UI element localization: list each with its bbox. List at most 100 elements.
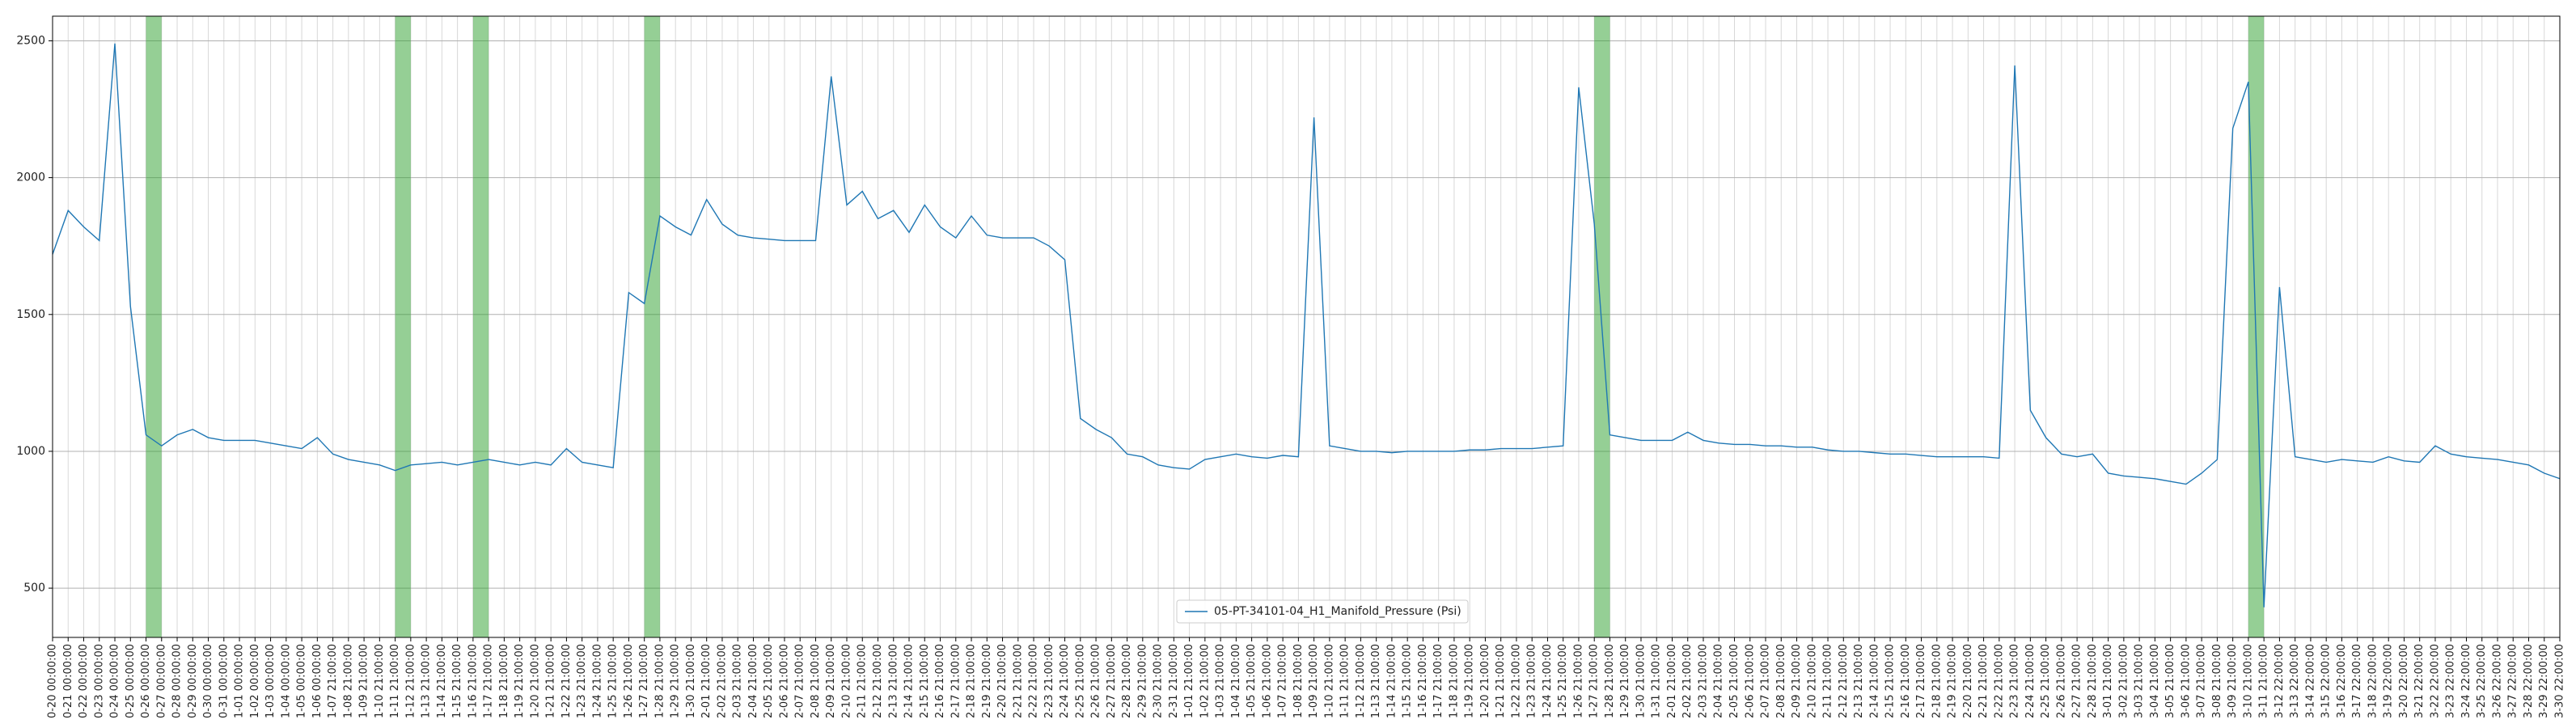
x-tick-label: 1-22 21:00:00 xyxy=(1510,644,1522,718)
x-tick-label: 1-30 21:00:00 xyxy=(685,644,697,718)
x-tick-label: 2-09 21:00:00 xyxy=(1791,644,1803,718)
x-tick-label: 3-11 21:00:00 xyxy=(2258,644,2270,718)
x-tick-label: 1-12 21:00:00 xyxy=(404,644,417,718)
x-tick-label: 0-28 00:00:00 xyxy=(171,644,184,718)
legend-box xyxy=(1176,599,1469,624)
x-tick-label: 1-03 21:00:00 xyxy=(1215,644,1227,718)
x-tick-label: 1-01 00:00:00 xyxy=(234,644,246,718)
x-tick-label: 2-31 21:00:00 xyxy=(1168,644,1180,718)
x-tick-label: 1-02 21:00:00 xyxy=(1199,644,1211,718)
x-tick-label: 1-21 21:00:00 xyxy=(545,644,557,718)
x-tick-label: 1-28 21:00:00 xyxy=(1604,644,1616,718)
x-tick-label: 1-29 21:00:00 xyxy=(1619,644,1631,718)
x-tick-label: 2-10 21:00:00 xyxy=(840,644,852,718)
x-tick-label: 1-16 21:00:00 xyxy=(1417,644,1429,718)
x-tick-label: 1-14 21:00:00 xyxy=(1385,644,1398,718)
x-tick-label: 3-04 21:00:00 xyxy=(2149,644,2161,718)
x-tick-label: 2-08 21:00:00 xyxy=(1775,644,1787,718)
x-tick-label: 2-26 21:00:00 xyxy=(2055,644,2067,718)
x-tick-label: 3-29 22:00:00 xyxy=(2538,644,2550,718)
highlight-span xyxy=(472,16,489,637)
x-tick-label: 2-12 21:00:00 xyxy=(872,644,884,718)
x-tick-label: 1-07 21:00:00 xyxy=(327,644,339,718)
x-tick-label: 1-23 21:00:00 xyxy=(1526,644,1538,718)
y-tick-label: 500 xyxy=(23,582,45,595)
x-tick-label: 2-23 21:00:00 xyxy=(1043,644,1055,718)
x-tick-label: 3-23 22:00:00 xyxy=(2445,644,2457,718)
x-tick-label: 2-13 21:00:00 xyxy=(1853,644,1865,718)
x-tick-label: 3-12 22:00:00 xyxy=(2274,644,2286,718)
x-tick-label: 2-24 21:00:00 xyxy=(2024,644,2037,718)
x-tick-label: 2-06 21:00:00 xyxy=(1744,644,1756,718)
x-tick-label: 2-06 21:00:00 xyxy=(778,644,790,718)
highlight-span xyxy=(146,16,162,637)
x-tick-label: 3-03 21:00:00 xyxy=(2134,644,2146,718)
x-tick-label: 1-21 21:00:00 xyxy=(1495,644,1507,718)
x-tick-label: 3-19 22:00:00 xyxy=(2383,644,2395,718)
x-tick-label: 2-01 21:00:00 xyxy=(700,644,713,718)
legend: 05-PT-34101-04_H1_Manifold_Pressure (Psi… xyxy=(1176,599,1469,624)
x-tick-label: 3-25 22:00:00 xyxy=(2476,644,2488,718)
x-tick-label: 3-10 21:00:00 xyxy=(2242,644,2254,718)
x-tick-label: 1-05 21:00:00 xyxy=(1246,644,1258,718)
x-tick-label: 3-26 22:00:00 xyxy=(2491,644,2503,718)
x-tick-label: 2-25 21:00:00 xyxy=(2040,644,2052,718)
x-tick-label: 0-22 00:00:00 xyxy=(78,644,90,718)
x-tick-label: 2-17 21:00:00 xyxy=(950,644,962,718)
x-tick-label: 1-20 21:00:00 xyxy=(1479,644,1491,718)
x-tick-label: 1-10 21:00:00 xyxy=(374,644,386,718)
x-tick-label: 2-07 21:00:00 xyxy=(1760,644,1772,718)
x-tick-label: 3-06 21:00:00 xyxy=(2180,644,2192,718)
x-tick-label: 1-25 21:00:00 xyxy=(1557,644,1569,718)
x-tick-label: 2-12 21:00:00 xyxy=(1838,644,1850,718)
x-tick-label: 2-11 21:00:00 xyxy=(1822,644,1834,718)
x-tick-label: 3-02 21:00:00 xyxy=(2117,644,2130,718)
x-tick-label: 1-24 21:00:00 xyxy=(1542,644,1554,718)
x-tick-label: 1-05 00:00:00 xyxy=(296,644,308,718)
x-tick-label: 1-11 21:00:00 xyxy=(389,644,401,718)
x-tick-label: 2-02 21:00:00 xyxy=(716,644,728,718)
x-tick-label: 3-21 22:00:00 xyxy=(2413,644,2426,718)
x-tick-label: 1-27 21:00:00 xyxy=(1588,644,1601,718)
x-tick-label: 3-05 21:00:00 xyxy=(2164,644,2176,718)
x-tick-label: 2-11 21:00:00 xyxy=(857,644,869,718)
x-tick-label: 0-24 00:00:00 xyxy=(109,644,121,718)
x-tick-label: 2-17 21:00:00 xyxy=(1915,644,1927,718)
x-tick-label: 1-08 21:00:00 xyxy=(1292,644,1305,718)
x-tick-label: 1-17 21:00:00 xyxy=(483,644,495,718)
x-tick-label: 2-20 21:00:00 xyxy=(996,644,1009,718)
x-tick-label: 1-01 21:00:00 xyxy=(1183,644,1195,718)
highlight-span xyxy=(395,16,411,637)
x-tick-label: 2-13 21:00:00 xyxy=(887,644,899,718)
x-tick-label: 3-07 21:00:00 xyxy=(2196,644,2208,718)
x-tick-label: 1-25 21:00:00 xyxy=(607,644,620,718)
x-tick-label: 1-09 21:00:00 xyxy=(358,644,370,718)
x-tick-label: 2-02 21:00:00 xyxy=(1681,644,1694,718)
x-tick-label: 2-29 21:00:00 xyxy=(1136,644,1148,718)
y-tick-label: 2000 xyxy=(16,171,45,184)
x-tick-label: 1-20 21:00:00 xyxy=(529,644,541,718)
x-tick-label: 1-18 21:00:00 xyxy=(498,644,510,718)
x-tick-label: 1-03 00:00:00 xyxy=(264,644,277,718)
x-tick-label: 0-27 00:00:00 xyxy=(155,644,167,718)
x-tick-label: 3-18 22:00:00 xyxy=(2367,644,2379,718)
x-tick-label: 2-23 21:00:00 xyxy=(2009,644,2021,718)
x-tick-label: 1-24 21:00:00 xyxy=(591,644,603,718)
x-tick-label: 1-18 21:00:00 xyxy=(1448,644,1460,718)
x-tick-label: 3-16 22:00:00 xyxy=(2336,644,2348,718)
x-tick-label: 1-15 21:00:00 xyxy=(1402,644,1414,718)
x-tick-label: 0-21 00:00:00 xyxy=(62,644,74,718)
plot-frame xyxy=(52,15,2561,638)
x-tick-label: 3-13 22:00:00 xyxy=(2289,644,2301,718)
x-tick-label: 2-25 21:00:00 xyxy=(1074,644,1086,718)
x-tick-label: 3-27 22:00:00 xyxy=(2507,644,2519,718)
x-tick-label: 2-10 21:00:00 xyxy=(1806,644,1818,718)
x-tick-label: 2-09 21:00:00 xyxy=(825,644,837,718)
x-tick-label: 2-27 21:00:00 xyxy=(1106,644,1118,718)
x-tick-label: 0-20 00:00:00 xyxy=(47,644,59,718)
x-tick-label: 3-30 22:00:00 xyxy=(2554,644,2566,718)
x-tick-label: 1-31 21:00:00 xyxy=(1651,644,1663,718)
x-tick-label: 0-31 00:00:00 xyxy=(218,644,230,718)
x-tick-label: 2-28 21:00:00 xyxy=(1121,644,1133,718)
x-tick-label: 2-15 21:00:00 xyxy=(919,644,931,718)
